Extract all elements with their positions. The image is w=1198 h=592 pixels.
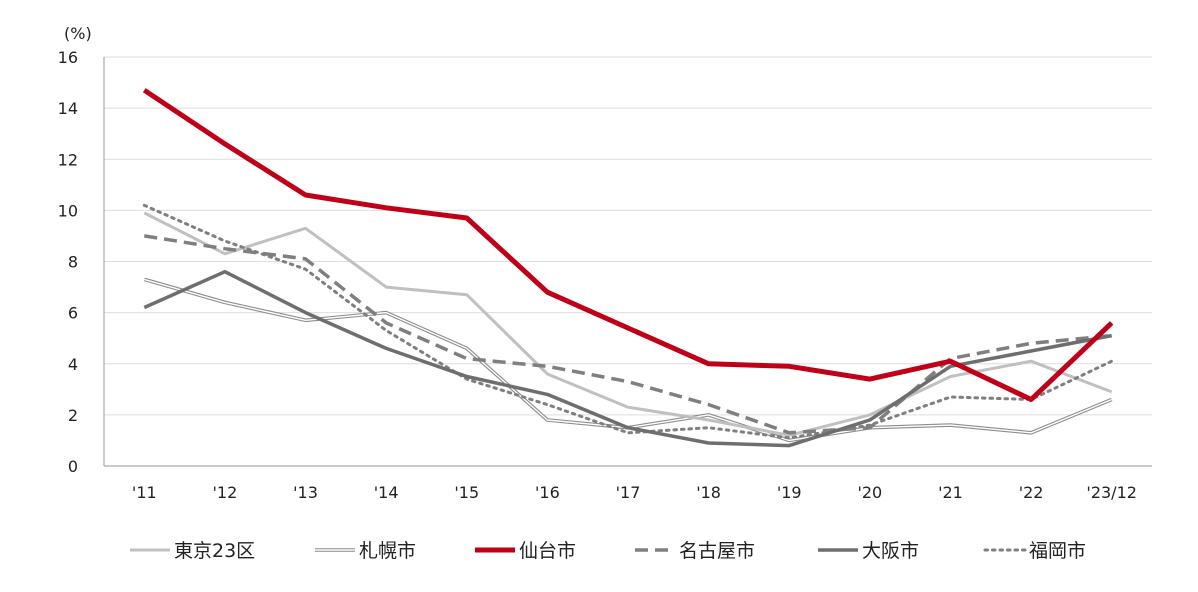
- series-line-0: [143, 211, 1113, 437]
- legend: 東京23区 札幌市 仙台市 名古屋市 大阪市 福岡市: [130, 540, 1086, 562]
- legend-label-4: 大阪市: [862, 540, 919, 562]
- series-5-stroke-0: [142, 203, 1114, 440]
- series-lines: [142, 88, 1114, 448]
- series-3-stroke-0: [144, 234, 1112, 435]
- legend-item-3: 名古屋市: [635, 540, 755, 562]
- x-tick-label-5: '16: [535, 483, 560, 502]
- y-tick-label-16: 16: [58, 48, 78, 67]
- y-tick-label-4: 4: [68, 355, 78, 374]
- legend-item-5: 福岡市: [983, 540, 1086, 562]
- x-axis-ticks: '11 '12 '13 '14 '15 '16 '17 '18 '19 '20 '21 '22 '23/…: [132, 483, 1137, 502]
- x-tick-label-10: '21: [938, 483, 963, 502]
- legend-label-5: 福岡市: [1029, 540, 1086, 562]
- y-tick-label-8: 8: [68, 253, 78, 272]
- x-tick-label-8: '19: [777, 483, 802, 502]
- series-line-3: [144, 234, 1112, 435]
- series-line-2: [142, 88, 1114, 402]
- series-2-stroke-0: [142, 88, 1114, 402]
- x-tick-label-0: '11: [132, 483, 157, 502]
- x-tick-label-11: '22: [1019, 483, 1044, 502]
- y-tick-label-2: 2: [68, 406, 78, 425]
- legend-item-4: 大阪市: [818, 540, 919, 562]
- legend-label-3: 名古屋市: [679, 540, 755, 562]
- axes: [103, 57, 1152, 467]
- legend-label-2: 仙台市: [519, 540, 576, 562]
- x-tick-label-1: '12: [213, 483, 238, 502]
- legend-label-0: 東京23区: [174, 540, 255, 562]
- x-tick-label-9: '20: [857, 483, 882, 502]
- x-tick-label-2: '13: [293, 483, 318, 502]
- legend-item-0: 東京23区: [130, 540, 255, 562]
- y-tick-label-12: 12: [58, 150, 78, 169]
- x-tick-label-3: '14: [374, 483, 399, 502]
- y-tick-label-14: 14: [58, 99, 78, 118]
- legend-item-2: 仙台市: [475, 540, 576, 562]
- x-tick-label-12: '23/12: [1086, 483, 1137, 502]
- y-unit-label: (%): [64, 24, 92, 43]
- legend-item-1: 札幌市: [315, 540, 416, 562]
- grid-lines: [104, 56, 1152, 416]
- x-tick-label-7: '18: [696, 483, 721, 502]
- series-0-stroke-0: [143, 211, 1113, 437]
- y-tick-label-10: 10: [58, 201, 78, 220]
- y-tick-label-6: 6: [68, 304, 78, 323]
- series-line-5: [142, 203, 1114, 440]
- x-tick-label-4: '15: [454, 483, 479, 502]
- series-line-4: [143, 269, 1113, 448]
- x-tick-label-6: '17: [616, 483, 641, 502]
- y-axis-ticks: 0 2 4 6 8 10 12 14 16: [58, 48, 78, 476]
- y-tick-label-0: 0: [68, 457, 78, 476]
- legend-label-1: 札幌市: [359, 540, 416, 562]
- series-4-stroke-0: [143, 269, 1113, 448]
